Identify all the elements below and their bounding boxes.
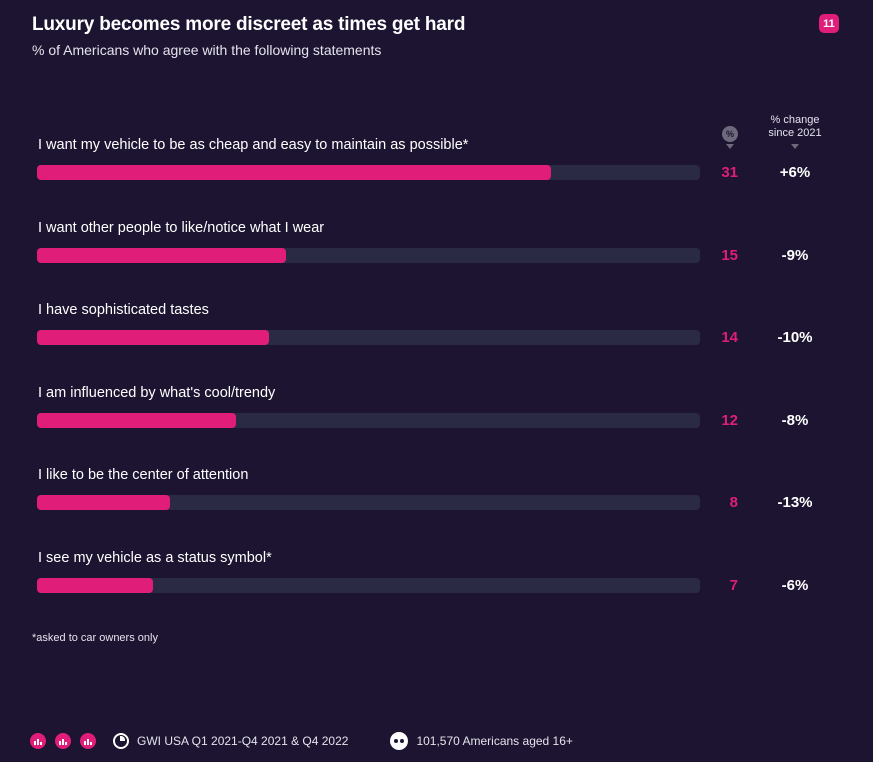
change-value-label: -10% [777,329,813,346]
chart-icon[interactable] [30,733,46,749]
change-sort-arrow-icon [791,144,799,149]
bar-track [37,577,700,593]
bar-track [37,495,700,510]
change-value-label: +6% [779,164,811,181]
bar-row: I have sophisticated tastes 14 -10% [0,302,873,362]
sample-text: 101,570 Americans aged 16+ [416,734,573,748]
bar-label: I am influenced by what's cool/trendy [38,384,276,401]
source-text: GWI USA Q1 2021-Q4 2021 & Q4 2022 [137,734,349,748]
bar-label: I have sophisticated tastes [38,302,209,318]
change-value-label: -9% [781,246,809,264]
bar [37,412,236,428]
bar-track [37,247,700,263]
source-icon [113,733,129,749]
bar-row: I like to be the center of attention 8 -13… [0,467,873,527]
bar-row: I want other people to like/notice what … [0,220,873,280]
bar-value-label: 7 [729,576,738,594]
bar [37,577,153,593]
bar [37,330,269,345]
change-value-label: -6% [781,576,809,594]
page-title: Luxury becomes more discreet as times ge… [32,14,466,35]
bar-value-label: 15 [721,246,738,264]
chart-icon[interactable] [55,733,71,749]
bar-label: I like to be the center of attention [38,467,249,483]
bar-row: I am influenced by what's cool/trendy 12 -… [0,385,873,445]
bar-value-label: 8 [729,494,738,511]
bar-track [37,412,700,428]
change-value-label: -8% [781,411,809,429]
bar-row: I want my vehicle to be as cheap and eas… [0,137,873,197]
bar [37,165,551,180]
people-icon [390,732,409,750]
change-column-header: % change since 2021 [768,114,822,139]
pct-column-header: % [722,126,738,142]
bar-label: I want my vehicle to be as cheap and eas… [38,137,469,153]
footnote: *asked to car owners only [32,632,158,644]
bar-value-label: 14 [721,329,738,346]
bar [37,495,170,510]
pct-sort-arrow-icon [726,144,734,149]
chart-icon[interactable] [80,733,96,749]
bar [37,247,286,263]
bar-value-label: 12 [721,411,738,429]
change-value-label: -13% [777,494,813,511]
page-subtitle: % of Americans who agree with the follow… [32,42,382,58]
bar-track [37,330,700,345]
bar-value-label: 31 [721,164,738,181]
page-number-badge: 11 [819,14,839,33]
bar-label: I see my vehicle as a status symbol* [38,549,272,566]
footer: GWI USA Q1 2021-Q4 2021 & Q4 2022 101,57… [30,731,573,751]
bar-row: I see my vehicle as a status symbol* 7 -6% [0,550,873,610]
bar-track [37,165,700,180]
bar-label: I want other people to like/notice what … [38,219,325,236]
